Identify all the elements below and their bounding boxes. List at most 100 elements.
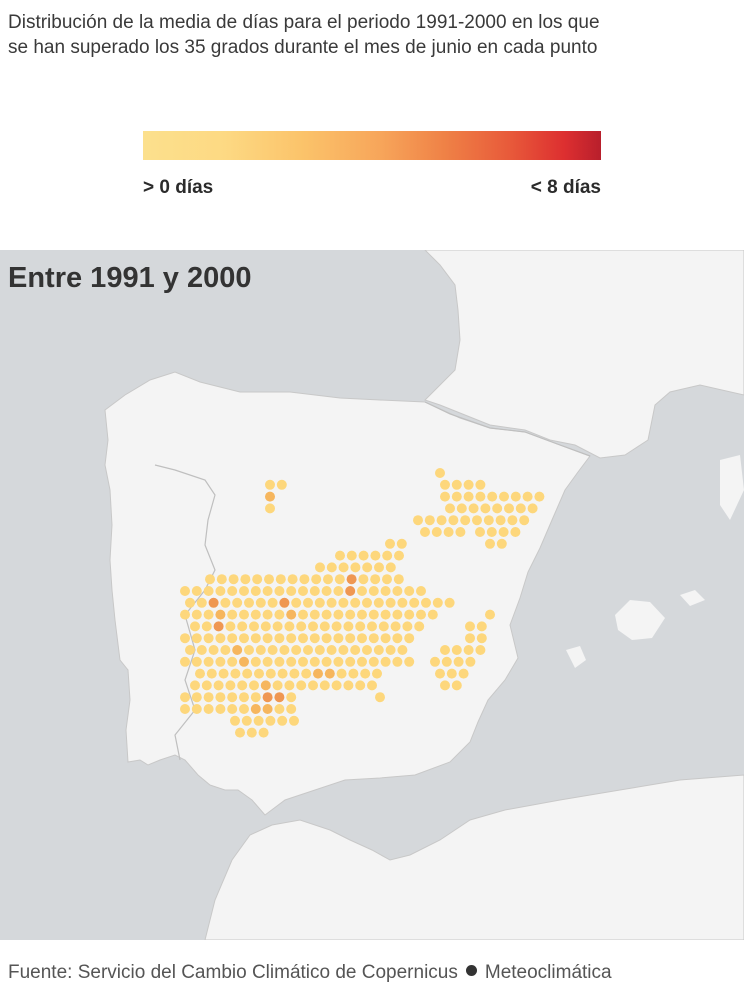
temperature-dot <box>321 633 332 644</box>
temperature-dot <box>258 727 269 738</box>
temperature-dot <box>215 586 226 596</box>
temperature-dot <box>237 680 248 691</box>
temperature-dot <box>440 491 450 502</box>
temperature-dot <box>274 586 285 596</box>
temperature-dot <box>255 645 266 655</box>
temperature-dot <box>239 704 249 714</box>
temperature-dot <box>315 562 325 573</box>
temperature-dot <box>275 574 286 585</box>
temperature-dot <box>499 491 509 502</box>
temperature-dot <box>196 645 207 655</box>
temperature-dot <box>279 645 290 655</box>
temperature-dot <box>440 479 450 490</box>
temperature-dot <box>476 621 487 632</box>
map[interactable] <box>0 250 744 940</box>
temperature-dot <box>435 468 445 478</box>
temperature-dot <box>274 704 285 714</box>
temperature-dot <box>208 597 219 608</box>
temperature-dot <box>431 527 442 537</box>
temperature-dot <box>311 574 322 585</box>
temperature-dot <box>298 586 308 596</box>
temperature-dot <box>284 680 295 691</box>
temperature-dot <box>216 574 227 585</box>
temperature-dot <box>191 692 202 703</box>
temperature-dot <box>346 574 357 585</box>
temperature-dot <box>357 609 367 620</box>
temperature-dot <box>180 656 190 667</box>
temperature-dot <box>338 645 349 655</box>
temperature-dot <box>237 621 248 632</box>
land-ibiza <box>566 646 586 668</box>
temperature-dot <box>331 680 342 691</box>
temperature-dot <box>416 609 426 620</box>
temperature-dot <box>432 597 443 608</box>
temperature-dot <box>472 515 482 526</box>
temperature-dot <box>180 586 190 596</box>
temperature-dot <box>180 704 190 714</box>
bullet-icon <box>465 965 477 976</box>
temperature-dot <box>220 645 231 655</box>
temperature-dot <box>201 680 212 691</box>
temperature-dot <box>264 574 274 585</box>
temperature-dot <box>443 527 454 537</box>
temperature-dot <box>321 586 332 596</box>
temperature-dot <box>430 656 440 667</box>
temperature-dot <box>286 586 297 596</box>
temperature-dot <box>319 680 330 691</box>
temperature-dot <box>416 586 426 596</box>
temperature-dot <box>265 668 276 679</box>
temperature-dot <box>451 491 462 502</box>
temperature-dot <box>367 621 377 632</box>
temperature-dot <box>333 586 344 596</box>
temperature-dot <box>227 633 238 644</box>
temperature-dot <box>274 656 285 667</box>
temperature-dot <box>392 586 403 596</box>
temperature-dot <box>409 597 420 608</box>
temperature-dot <box>319 621 330 632</box>
temperature-dot <box>309 656 320 667</box>
temperature-dot <box>225 621 236 632</box>
temperature-dot <box>496 538 507 549</box>
temperature-dot <box>372 668 382 679</box>
temperature-dot <box>203 586 214 596</box>
temperature-dot <box>227 609 238 620</box>
temperature-dot <box>338 597 349 608</box>
temperature-dot <box>308 680 318 691</box>
temperature-dot <box>205 574 215 585</box>
temperature-dot <box>357 656 367 667</box>
temperature-dot <box>397 645 408 655</box>
temperature-dot <box>451 645 462 655</box>
temperature-dot <box>465 633 475 644</box>
temperature-dot <box>420 527 430 537</box>
temperature-dot <box>227 656 238 667</box>
temperature-dot <box>463 491 474 502</box>
temperature-dot <box>314 597 325 608</box>
temperature-dot <box>262 656 273 667</box>
temperature-dot <box>239 586 249 596</box>
temperature-dot <box>215 692 226 703</box>
temperature-dot <box>228 574 239 585</box>
temperature-dot <box>345 609 356 620</box>
temperature-dot <box>326 645 337 655</box>
temperature-dot <box>404 656 415 667</box>
temperature-dot <box>287 574 298 585</box>
temperature-dot <box>321 609 332 620</box>
temperature-dot <box>230 715 240 726</box>
temperature-dot <box>303 597 313 608</box>
temperature-dot <box>393 574 404 585</box>
temperature-dot <box>299 574 310 585</box>
temperature-dot <box>246 727 257 738</box>
temperature-dot <box>265 479 275 490</box>
temperature-dot <box>262 609 273 620</box>
temperature-dot <box>396 538 407 549</box>
land-africa <box>204 774 744 940</box>
temperature-dot <box>421 597 431 608</box>
temperature-dot <box>345 633 356 644</box>
temperature-dot <box>392 656 403 667</box>
temperature-dot <box>249 621 259 632</box>
temperature-dot <box>185 645 195 655</box>
temperature-dot <box>274 609 285 620</box>
temperature-dot <box>262 704 273 714</box>
temperature-dot <box>249 680 259 691</box>
temperature-dot <box>368 586 379 596</box>
